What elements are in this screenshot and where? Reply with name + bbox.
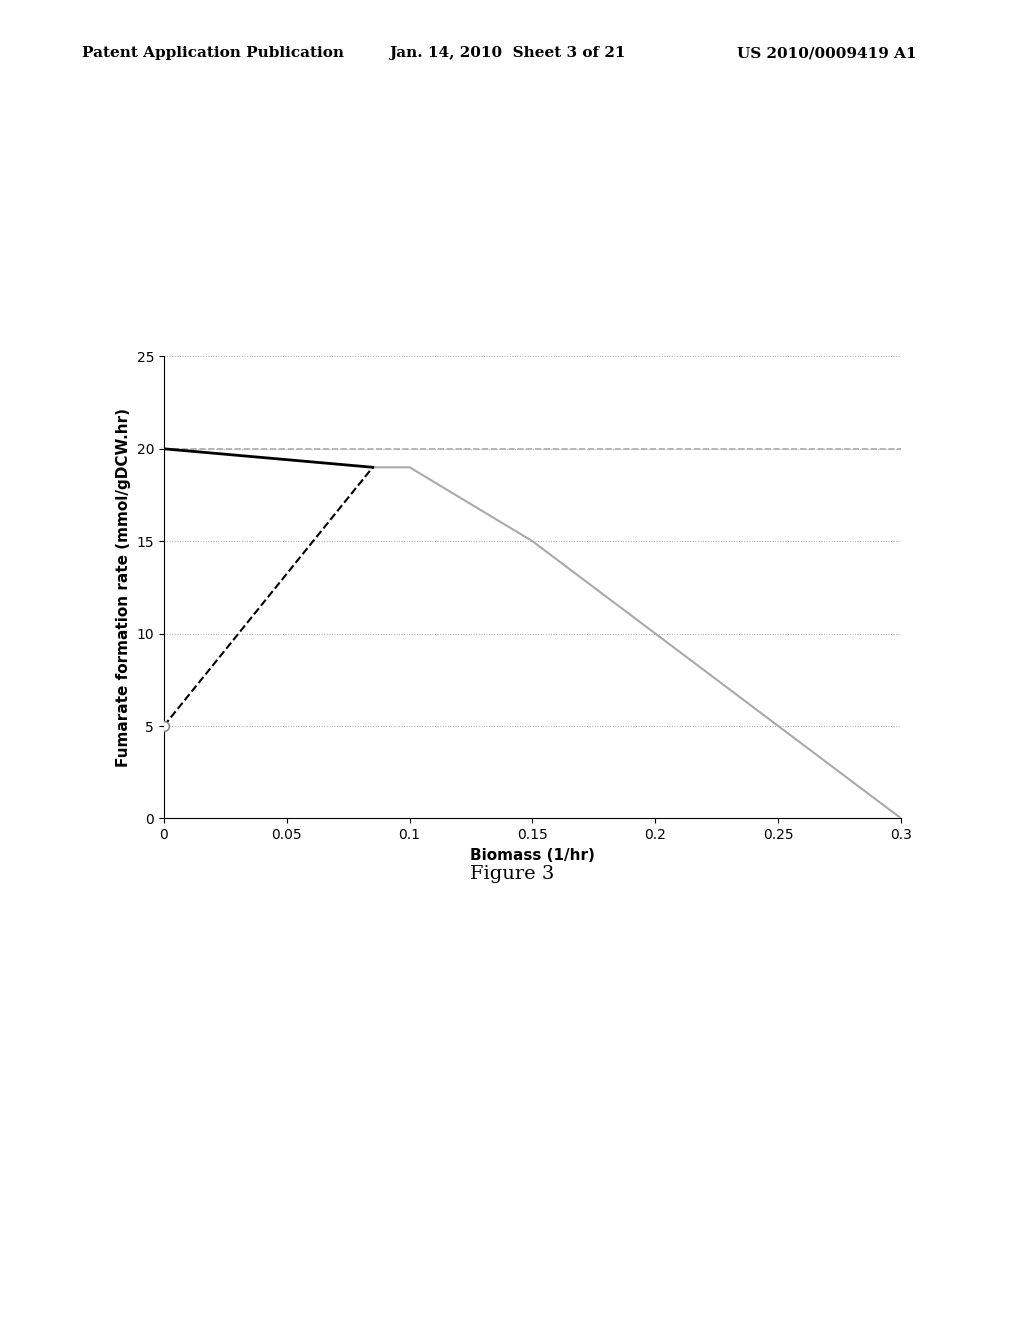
Text: Figure 3: Figure 3 [470,865,554,883]
Text: Patent Application Publication: Patent Application Publication [82,46,344,61]
Text: Jan. 14, 2010  Sheet 3 of 21: Jan. 14, 2010 Sheet 3 of 21 [389,46,626,61]
Y-axis label: Fumarate formation rate (mmol/gDCW.hr): Fumarate formation rate (mmol/gDCW.hr) [116,408,131,767]
X-axis label: Biomass (1/hr): Biomass (1/hr) [470,847,595,863]
Text: US 2010/0009419 A1: US 2010/0009419 A1 [737,46,916,61]
